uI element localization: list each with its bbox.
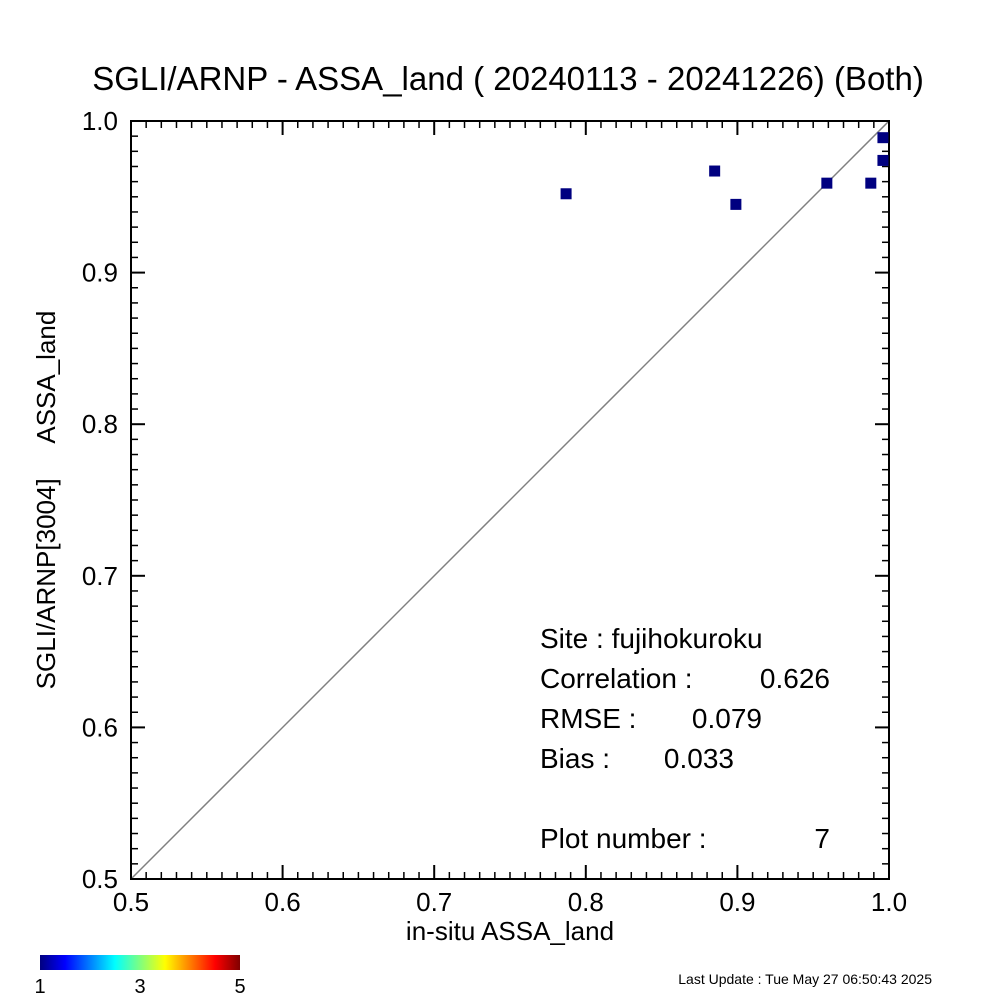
x-tick-label: 0.5 — [113, 887, 149, 917]
data-point — [730, 198, 742, 210]
colorbar-label: 1 — [34, 976, 45, 998]
x-tick-label: 0.7 — [416, 887, 452, 917]
rmse-label: RMSE : — [540, 703, 636, 734]
data-point — [709, 165, 721, 177]
axis-ticks — [130, 120, 890, 880]
y-axis-label: SGLI/ARNP[3004] ASSA_land — [31, 311, 61, 690]
y-tick-label: 0.5 — [82, 864, 118, 894]
x-tick-label: 0.6 — [265, 887, 301, 917]
y-tick-label: 0.6 — [82, 712, 118, 742]
correlation-value: 0.626 — [760, 663, 830, 694]
plot-number-label: Plot number : — [540, 823, 707, 854]
data-point — [865, 177, 877, 189]
y-tick-labels: 0.5 0.6 0.7 0.8 0.9 1.0 — [82, 106, 118, 894]
x-tick-label: 0.9 — [719, 887, 755, 917]
plot-number-value: 7 — [814, 823, 830, 854]
correlation-label: Correlation : — [540, 663, 693, 694]
colorbar-label: 3 — [134, 976, 145, 998]
data-point — [877, 132, 889, 144]
bias-value: 0.033 — [664, 743, 734, 774]
data-point — [560, 188, 572, 200]
y-tick-label: 1.0 — [82, 106, 118, 136]
colorbar-label: 5 — [234, 976, 245, 998]
colorbar — [40, 955, 240, 970]
y-tick-label: 0.9 — [82, 258, 118, 288]
data-points — [560, 132, 889, 210]
rmse-value: 0.079 — [692, 703, 762, 734]
last-update-text: Last Update : Tue May 27 06:50:43 2025 — [678, 971, 932, 987]
x-tick-label: 1.0 — [871, 887, 907, 917]
y-tick-label: 0.8 — [82, 409, 118, 439]
one-to-one-line — [130, 120, 890, 880]
y-tick-label: 0.7 — [82, 561, 118, 591]
x-axis-label: in-situ ASSA_land — [406, 916, 614, 946]
stats-box: Site : fujihokuroku Correlation : 0.626 … — [540, 623, 830, 854]
x-tick-label: 0.8 — [568, 887, 604, 917]
x-tick-labels: 0.5 0.6 0.7 0.8 0.9 1.0 — [113, 887, 907, 917]
bias-label: Bias : — [540, 743, 610, 774]
site-label: Site : fujihokuroku — [540, 623, 763, 654]
colorbar-labels: 1 3 5 — [34, 976, 245, 998]
chart-title: SGLI/ARNP - ASSA_land ( 20240113 - 20241… — [92, 60, 924, 97]
data-point — [821, 177, 833, 189]
data-point — [877, 154, 889, 166]
